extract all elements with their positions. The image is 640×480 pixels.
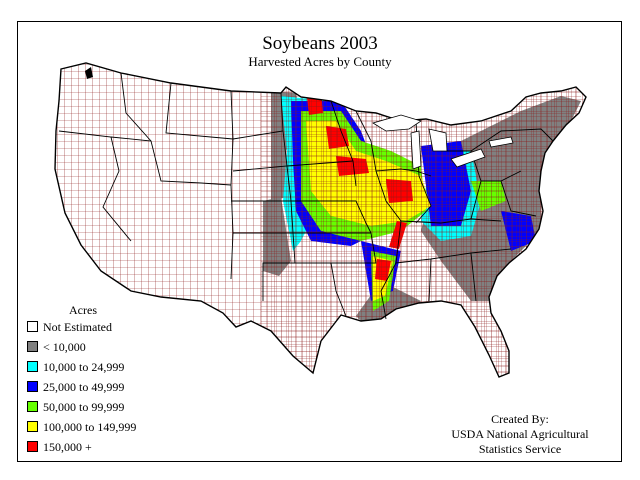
map-frame (17, 21, 622, 462)
credit-line-2: USDA National Agricultural (451, 427, 589, 441)
county-regions (55, 63, 586, 377)
great-lakes (372, 114, 514, 170)
legend-label: Not Estimated (43, 320, 112, 334)
legend-swatch (27, 441, 38, 452)
legend-swatch (27, 341, 38, 352)
legend-label: 50,000 to 99,999 (43, 400, 125, 414)
map-title: Soybeans 2003 (262, 33, 378, 54)
legend-swatch (27, 321, 38, 332)
legend-swatch (27, 401, 38, 412)
credit-line-1: Created By: (491, 412, 549, 426)
legend-swatch (27, 381, 38, 392)
map-subtitle: Harvested Acres by County (248, 54, 392, 69)
legend-label: 10,000 to 24,999 (43, 360, 125, 374)
legend-label: < 10,000 (43, 340, 86, 354)
legend-label: 150,000 + (43, 440, 92, 454)
legend-heading: Acres (69, 303, 97, 317)
credit-block: Created By: USDA National Agricultural S… (420, 412, 620, 457)
state-borders (54, 62, 587, 378)
legend-label: 100,000 to 149,999 (43, 420, 137, 434)
legend-swatch (27, 421, 38, 432)
county-lines-east (261, 81, 581, 377)
us-county-map (54, 62, 587, 378)
legend-swatch (27, 361, 38, 372)
credit-line-3: Statistics Service (478, 442, 562, 456)
legend-label: 25,000 to 49,999 (43, 380, 125, 394)
puget-sound-islands (85, 67, 93, 79)
